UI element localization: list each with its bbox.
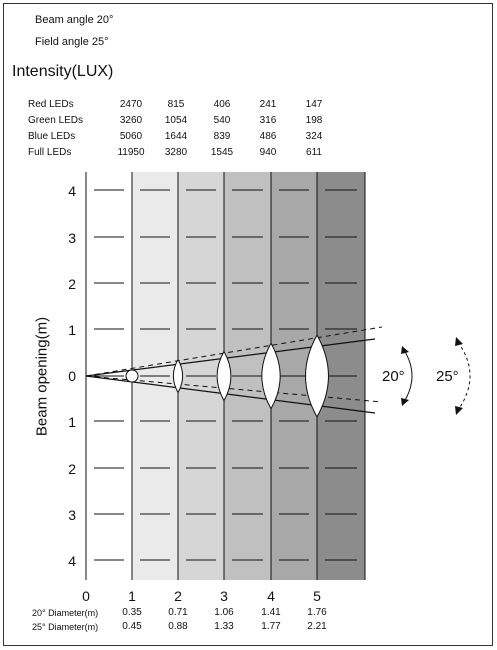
- cell: 324: [305, 131, 323, 142]
- beam-angle-arrow: [403, 349, 413, 403]
- y-tick-label: 1: [68, 322, 76, 338]
- x-tick-label: 3: [220, 588, 228, 604]
- beam-cone-lower: [85, 375, 376, 414]
- y-tick-label: 3: [68, 507, 76, 523]
- cell: 0.35: [122, 607, 142, 618]
- diameter-row-label-25: 25° Diameter(m): [32, 622, 99, 632]
- beam-spot: [261, 342, 281, 410]
- row-label-green: Green LEDs: [28, 115, 84, 126]
- cell: 940: [259, 147, 277, 158]
- cell: 486: [259, 131, 277, 142]
- grid-dashes: [94, 189, 357, 561]
- cell: 1.76: [307, 607, 327, 618]
- field-angle-arrowhead-top: [455, 337, 463, 346]
- page-frame: [3, 3, 493, 646]
- y-tick-label: 3: [68, 230, 76, 246]
- cell: 1.33: [214, 621, 234, 632]
- y-tick-label: 4: [68, 183, 76, 199]
- beam-spot: [216, 350, 232, 402]
- x-tick-label: 1: [128, 588, 136, 604]
- cell: 3260: [119, 115, 143, 126]
- beam-angle-arrowhead-top: [401, 346, 409, 354]
- row-label-red: Red LEDs: [28, 99, 74, 110]
- cell: 2470: [119, 99, 143, 110]
- cell: 611: [306, 147, 322, 158]
- beam-angle-label: 20°: [382, 368, 405, 385]
- row-label-blue: Blue LEDs: [28, 131, 76, 142]
- y-tick-label: 1: [68, 414, 76, 430]
- field-angle-label: 25°: [436, 368, 459, 385]
- cell: 1054: [164, 115, 188, 126]
- cell: 0.71: [168, 607, 188, 618]
- beam-cone-upper: [85, 338, 376, 377]
- cell: 5060: [119, 131, 143, 142]
- y-axis-label: Beam opening(m): [33, 316, 51, 437]
- beam-angle-arrowhead-bottom: [401, 398, 409, 406]
- field-angle-arrowhead-bottom: [455, 406, 463, 415]
- cell: 1.41: [261, 607, 281, 618]
- cell: 3280: [164, 147, 188, 158]
- y-tick-label: 4: [68, 553, 76, 569]
- row-label-full: Full LEDs: [28, 147, 72, 158]
- x-tick-label: 5: [313, 588, 321, 604]
- cell: 11950: [117, 147, 145, 158]
- beam-spot: [172, 358, 184, 394]
- cell: 147: [305, 99, 323, 110]
- x-tick-label: 4: [267, 588, 275, 604]
- y-tick-label: 2: [68, 276, 76, 292]
- x-tick-label: 0: [82, 588, 90, 604]
- beam-spots: [125, 334, 329, 418]
- cell: 406: [213, 99, 231, 110]
- field-angle-text: Field angle 25°: [35, 36, 109, 48]
- x-tick-label: 2: [174, 588, 182, 604]
- beam-angle-text: Beam angle 20°: [35, 14, 114, 26]
- cell: 2.21: [307, 621, 327, 632]
- y-tick-label: 0: [68, 368, 76, 384]
- cell: 540: [213, 115, 231, 126]
- cell: 1.06: [214, 607, 234, 618]
- cell: 241: [259, 99, 277, 110]
- cell: 316: [259, 115, 277, 126]
- field-angle-arrow: [457, 341, 471, 411]
- y-tick-label: 2: [68, 461, 76, 477]
- cell: 839: [213, 131, 231, 142]
- cell: 1.77: [261, 621, 281, 632]
- cell: 1545: [210, 147, 234, 158]
- beam-spot: [305, 334, 329, 418]
- cell: 815: [167, 99, 185, 110]
- cell: 1644: [164, 131, 188, 142]
- beam-spot: [125, 369, 139, 383]
- cell: 198: [305, 115, 323, 126]
- intensity-title: Intensity(LUX): [12, 63, 114, 80]
- diameter-row-label-20: 20° Diameter(m): [32, 608, 99, 618]
- cell: 0.45: [122, 621, 142, 632]
- cell: 0.88: [168, 621, 188, 632]
